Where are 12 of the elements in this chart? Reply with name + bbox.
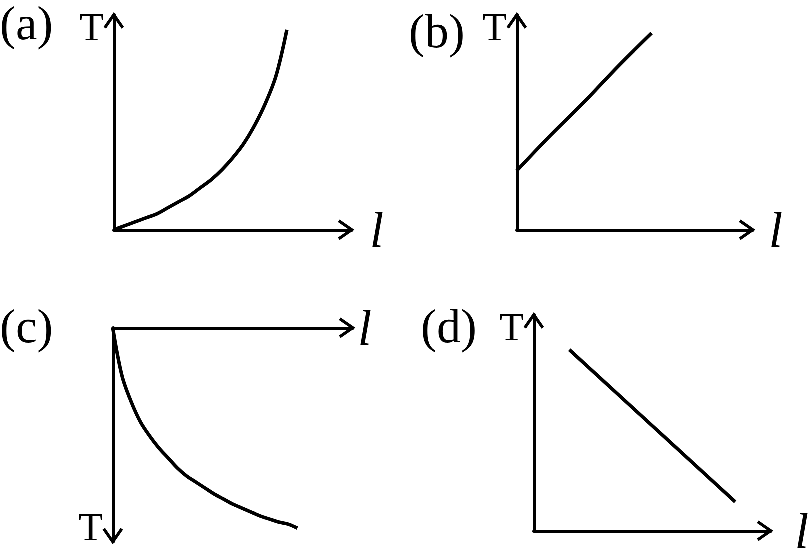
y-axis-title: T [500,304,524,350]
chart-title: (b) [409,6,465,58]
x-axis-title: l [795,503,809,550]
x-axis-title: l [358,300,372,356]
chart-title: (a) [0,0,54,50]
x-axis-title: l [370,202,384,258]
chart-title: (c) [0,300,54,354]
y-axis-title: T [80,4,104,50]
y-axis-title: T [482,4,507,50]
x-axis-title: l [769,202,783,258]
y-axis-title: T [78,504,103,550]
chart-title: (d) [421,300,477,354]
